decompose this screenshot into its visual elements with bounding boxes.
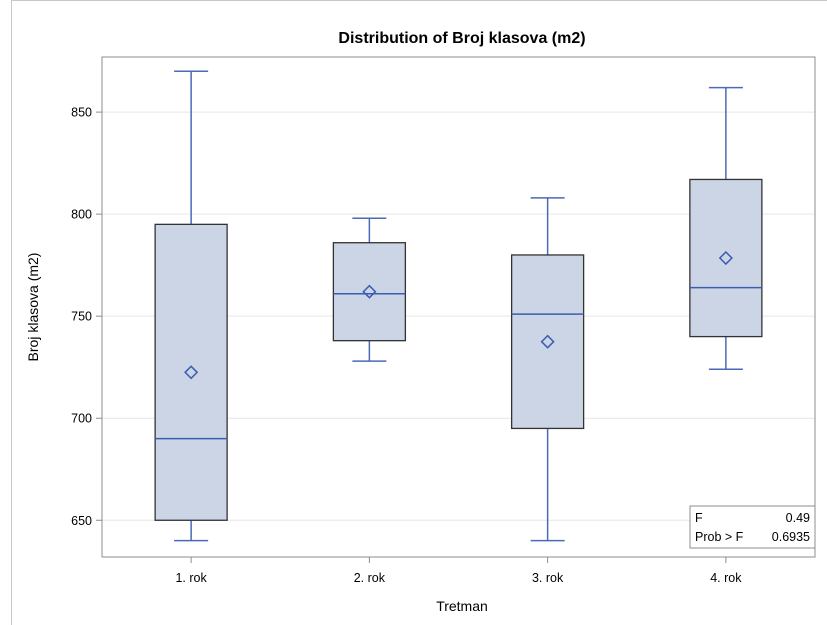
iqr-box: [689, 178, 763, 338]
outer-border-left: [11, 0, 12, 625]
stats-p-value: 0.6935: [772, 530, 810, 544]
box-group-3: [510, 197, 585, 542]
y-axis-label: Broj klasova (m2): [25, 253, 41, 362]
mean-marker: [540, 334, 555, 349]
y-axis: 650 700 750 800 850: [71, 106, 102, 528]
y-tick-label: 650: [71, 514, 92, 528]
stats-f-value: 0.49: [786, 511, 810, 525]
stats-inset-frame: [689, 505, 816, 549]
box-group-2: [332, 217, 407, 362]
iqr-box: [154, 223, 228, 521]
y-tick-label: 800: [71, 208, 92, 222]
chart-title: Distribution of Broj klasova (m2): [338, 30, 585, 47]
x-tick-label: 3. rok: [532, 571, 564, 585]
stats-f-label: F: [695, 511, 703, 525]
x-tick-label: 1. rok: [175, 571, 207, 585]
mean-marker: [718, 250, 733, 266]
x-tick-label: 2. rok: [354, 571, 386, 585]
x-axis-label: Tretman: [436, 598, 488, 614]
mean-marker: [184, 365, 199, 380]
boxes: [154, 70, 763, 542]
mean-marker: [362, 284, 377, 299]
y-tick-label: 700: [71, 412, 92, 426]
y-tick-label: 850: [71, 106, 92, 120]
x-tick-label: 4. rok: [710, 571, 742, 585]
iqr-box: [510, 254, 585, 430]
stats-p-label: Prob > F: [695, 530, 744, 544]
stats-inset: F 0.49 Prob > F 0.6935: [689, 505, 816, 549]
x-axis: 1. rok 2. rok 3. rok 4. rok: [175, 557, 742, 585]
box-group-4: [689, 86, 763, 370]
y-tick-label: 750: [71, 310, 92, 324]
box-group-1: [154, 70, 228, 542]
plot-frame: [101, 56, 816, 558]
iqr-box: [332, 242, 407, 342]
outer-border-top: [11, 0, 827, 1]
